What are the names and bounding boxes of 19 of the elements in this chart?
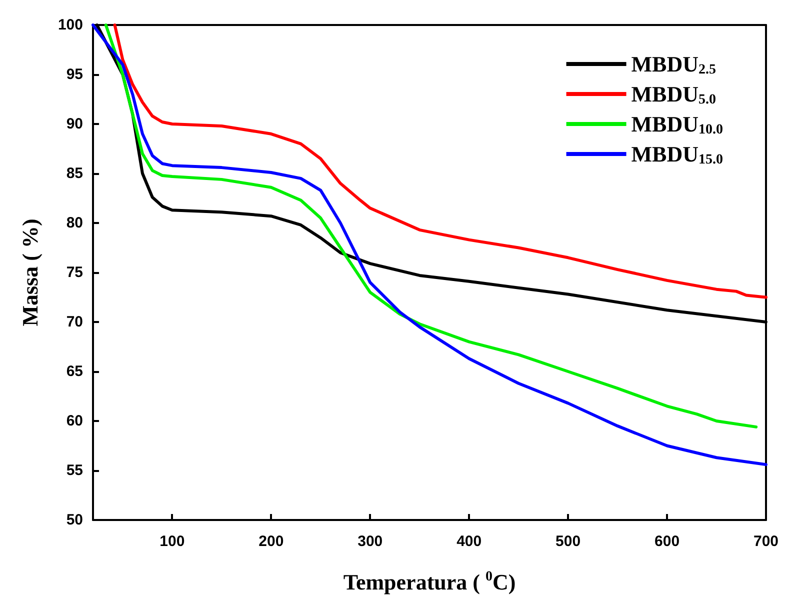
y-tick-label: 95 [66,66,83,83]
y-tick-label: 50 [66,512,83,528]
x-tick-label: 500 [556,533,581,550]
x-tick-label: 700 [753,533,779,550]
y-tick-label: 55 [66,462,83,479]
x-tick-label: 200 [258,533,284,550]
x-tick-label: 400 [456,533,482,550]
x-tick-label: 100 [160,533,185,550]
y-tick-label: 70 [66,314,83,330]
y-tick-label: 80 [66,214,83,232]
y-tick-label: 65 [66,363,83,380]
y-tick-label: 75 [66,264,83,281]
x-tick-label: 600 [654,533,680,550]
y-tick-label: 100 [58,16,83,34]
x-tick-label: 300 [358,533,383,550]
y-tick-label: 85 [66,165,83,182]
y-axis-title: Massa ( %) [18,218,42,326]
y-tick-label: 60 [66,412,83,430]
y-tick-label: 90 [66,116,83,132]
